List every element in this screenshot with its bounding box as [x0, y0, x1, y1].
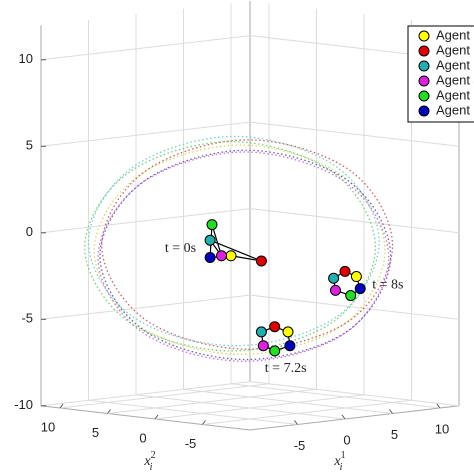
- grid-line: [40, 294, 251, 320]
- legend-marker: [418, 90, 430, 102]
- legend-marker: [418, 105, 430, 117]
- time-annotation: t = 7.2s: [265, 361, 307, 376]
- axis-label-sup: 1: [341, 450, 346, 461]
- grid-line: [40, 121, 251, 147]
- axes-box: [40, 1, 460, 431]
- legend-marker: [418, 75, 430, 87]
- agent-marker: [269, 345, 281, 357]
- legend-marker: [418, 60, 430, 72]
- agent-marker: [204, 251, 216, 263]
- legend-marker: [418, 30, 430, 42]
- tick-mark: [107, 409, 111, 414]
- grid-line: [88, 399, 298, 425]
- grid-line: [40, 208, 251, 234]
- agent-marker: [204, 234, 216, 246]
- x1-axis-label: x1 i: [333, 450, 345, 473]
- axis-label-base: x: [333, 454, 341, 469]
- tick-mark: [202, 420, 206, 425]
- grid-line: [183, 388, 393, 414]
- x2-axis-label: x2 i: [143, 450, 155, 473]
- z-tick-label: 5: [26, 138, 33, 153]
- tick-mark: [389, 409, 393, 414]
- x1-tick-label: -5: [294, 438, 306, 453]
- grid-line: [154, 394, 365, 420]
- axis-label-sub: i: [150, 462, 153, 473]
- x2-tick-label: 0: [139, 430, 146, 445]
- agent-marker: [282, 326, 294, 338]
- agent-marker: [225, 250, 237, 262]
- grid-line: [107, 388, 317, 414]
- legend-label: Agent 4: [436, 72, 474, 87]
- formation-link: [209, 224, 262, 262]
- time-annotation: t = 0s: [165, 241, 196, 256]
- time-annotation: t = 8s: [372, 278, 403, 293]
- legend-label: Agent 6: [436, 102, 474, 117]
- z-tick-label: 0: [26, 224, 33, 239]
- tick-mark: [154, 414, 159, 420]
- tick-mark: [294, 420, 298, 425]
- tick-mark: [436, 403, 441, 409]
- tick-mark: [59, 403, 64, 409]
- grid-line: [59, 383, 270, 409]
- legend-label: Agent 5: [436, 87, 474, 102]
- agent-marker: [345, 290, 357, 302]
- agent-marker: [255, 326, 267, 338]
- agent-marker: [284, 340, 296, 352]
- x1-tick-label: 0: [343, 432, 350, 447]
- legend-label: Agent 1: [436, 27, 474, 42]
- grid-line: [230, 383, 441, 409]
- agent-marker: [216, 250, 227, 262]
- axis-label-base: x: [143, 454, 151, 469]
- legend-label: Agent 2: [436, 42, 474, 57]
- agent-marker: [350, 271, 362, 283]
- agent-marker: [257, 340, 269, 352]
- tick-mark: [341, 414, 346, 420]
- legend-box: [407, 25, 474, 123]
- x2-tick-label: 5: [92, 425, 99, 440]
- z-tick-label: -5: [21, 311, 33, 326]
- agent-marker: [269, 321, 281, 333]
- axis-label-sub: i: [340, 462, 343, 473]
- grid-line: [40, 35, 251, 61]
- formation-link: [333, 270, 361, 297]
- z-tick-label: 10: [19, 51, 33, 66]
- agent-marker: [328, 272, 340, 284]
- grid-line: [249, 121, 460, 147]
- agent-marker: [339, 265, 351, 277]
- grid-line: [135, 394, 346, 420]
- formation-link: [260, 326, 291, 352]
- x1-tick-label: 10: [435, 421, 449, 436]
- grid-line: [40, 381, 251, 407]
- agent-marker: [255, 255, 267, 267]
- x2-tick-label: 10: [41, 419, 55, 434]
- agent-marker: [206, 219, 218, 231]
- z-tick-label: -10: [14, 397, 33, 412]
- grid-line: [249, 381, 460, 407]
- agent-marker: [354, 283, 366, 295]
- grid-line: [202, 399, 412, 425]
- grid-line: [249, 294, 460, 320]
- legend-label: Agent 3: [436, 57, 474, 72]
- agent-marker: [330, 284, 341, 296]
- legend-marker: [418, 45, 430, 57]
- axis-label-sup: 2: [151, 450, 156, 461]
- x1-tick-label: 5: [391, 427, 398, 442]
- x2-tick-label: -5: [185, 436, 197, 451]
- grid-line: [249, 208, 460, 234]
